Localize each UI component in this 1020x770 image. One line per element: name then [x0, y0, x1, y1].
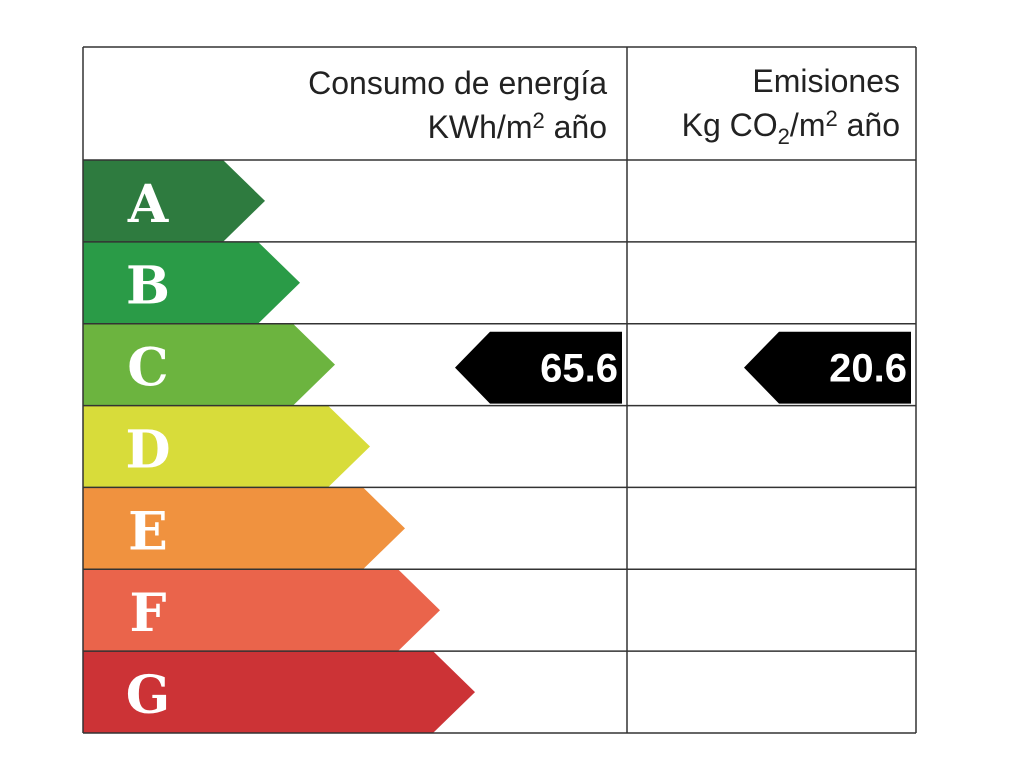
- emissions-title: Emisiones: [752, 63, 900, 99]
- superscript: 2: [532, 108, 544, 133]
- rating-letter: E: [128, 501, 168, 562]
- unit-text: año: [838, 107, 900, 143]
- consumption-unit: KWh/m2 año: [428, 108, 607, 145]
- rating-letter: D: [125, 419, 170, 480]
- unit-text: /m: [790, 107, 826, 143]
- rating-arrow: [83, 160, 265, 242]
- rating-arrow: [83, 405, 370, 488]
- indicator-arrow: [455, 331, 622, 404]
- superscript: 2: [825, 106, 837, 131]
- rating-letter: B: [126, 256, 170, 317]
- unit-text: Kg CO: [682, 107, 778, 143]
- rating-letter: C: [127, 338, 168, 399]
- rating-letter: G: [126, 665, 170, 726]
- consumption-title: Consumo de energía: [308, 65, 607, 101]
- rating-arrow: [83, 651, 475, 733]
- rating-arrow: [83, 569, 440, 652]
- rating-arrow: [83, 323, 335, 406]
- indicator-arrow: [744, 331, 911, 404]
- rating-letter: F: [130, 583, 167, 644]
- emissions-unit: Kg CO2/m2 año: [682, 106, 900, 149]
- rating-arrow: [83, 241, 300, 324]
- unit-text: KWh/m: [428, 109, 533, 145]
- rating-arrow: [83, 487, 405, 570]
- indicator-value: 20.6: [829, 347, 907, 391]
- rating-letter: A: [127, 174, 169, 235]
- indicator-value: 65.6: [540, 347, 618, 391]
- unit-text: año: [545, 109, 607, 145]
- subscript: 2: [778, 124, 790, 149]
